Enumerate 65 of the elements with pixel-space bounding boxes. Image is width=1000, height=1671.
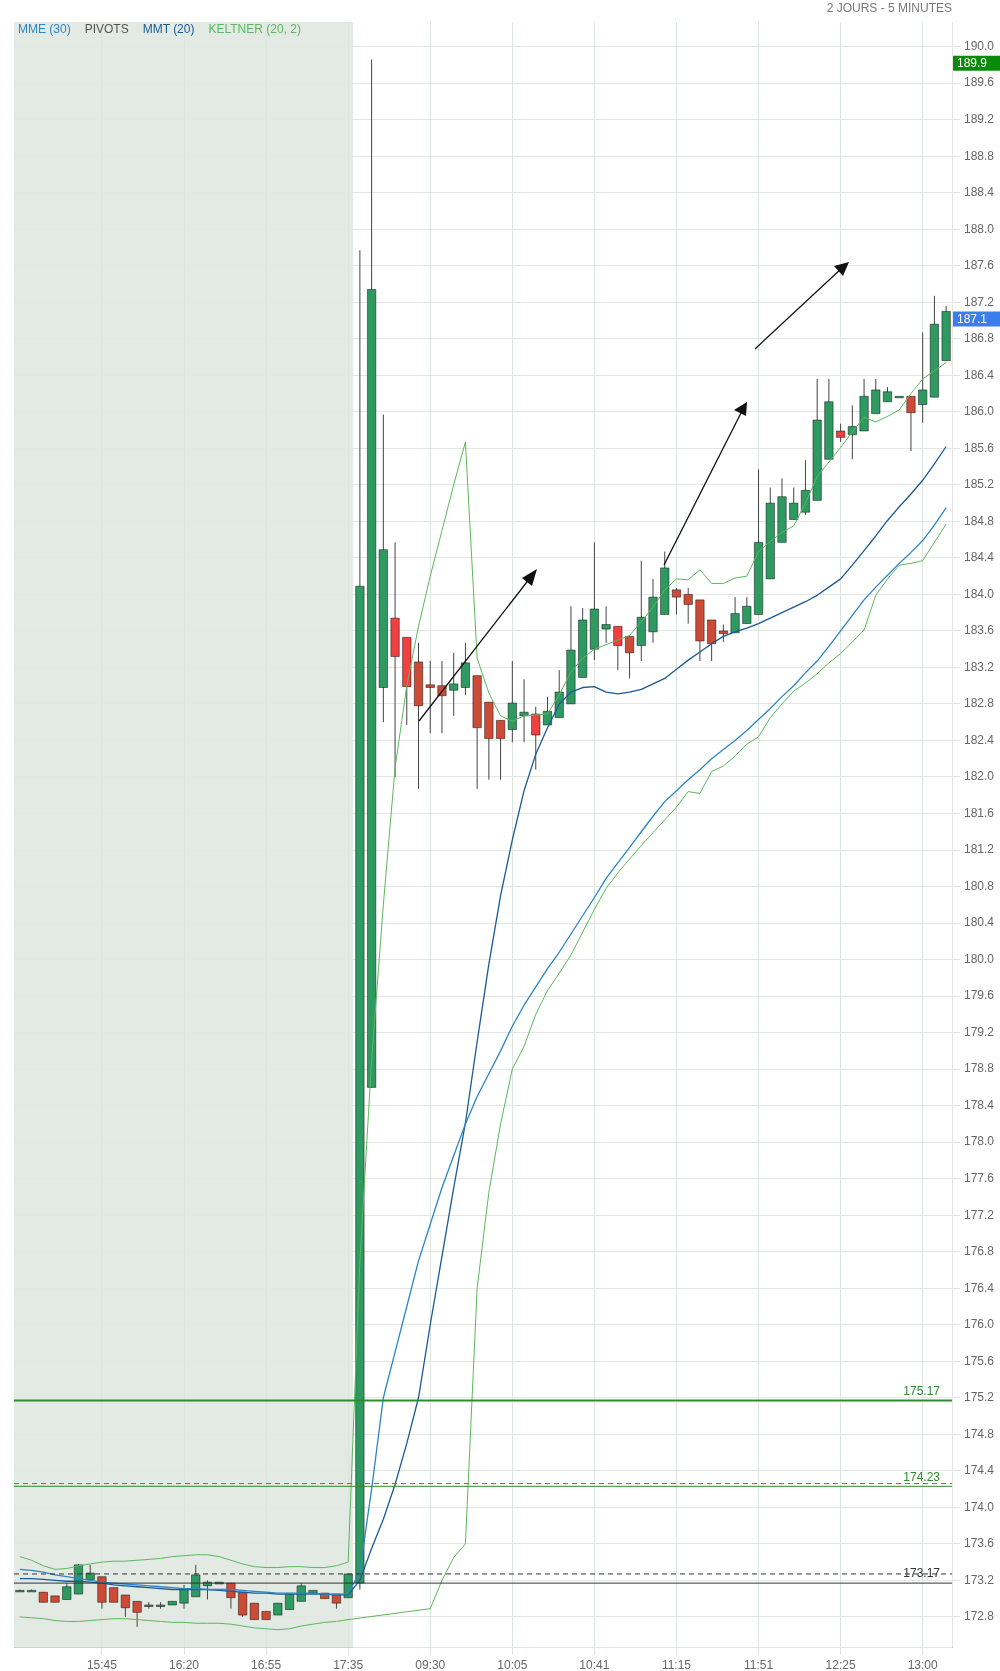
text: 187.1 xyxy=(957,311,988,326)
x-tick-label: 11:15 xyxy=(661,1657,692,1671)
y-tick-label: 180.8 xyxy=(964,878,995,893)
chart-subtitle: 2 JOURS - 5 MINUTES xyxy=(826,1,952,15)
y-tick-label: 177.6 xyxy=(964,1170,995,1185)
y-tick-label: 189.2 xyxy=(964,112,995,126)
y-tick-label: 174.4 xyxy=(964,1463,995,1478)
y-tick-label: 174.8 xyxy=(964,1426,995,1441)
ref-line-label: 173.17 xyxy=(903,1566,941,1581)
y-tick-label: 187.6 xyxy=(964,258,995,273)
ref-line-label: 175.17 xyxy=(903,1383,941,1398)
y-tick-label: 182.4 xyxy=(964,732,995,747)
y-tick-label: 186.8 xyxy=(964,331,995,346)
x-tick-label: 09:30 xyxy=(415,1657,446,1671)
y-tick-label: 190.0 xyxy=(964,38,995,53)
y-tick-label: 172.8 xyxy=(964,1609,995,1624)
y-tick-label: 173.2 xyxy=(964,1572,995,1587)
x-tick-label: 11:51 xyxy=(743,1657,774,1671)
y-tick-label: 181.6 xyxy=(964,805,995,820)
y-tick-label: 186.4 xyxy=(964,367,995,382)
y-tick-label: 181.2 xyxy=(964,842,995,857)
ref-line-label: 174.23 xyxy=(903,1469,941,1484)
y-tick-label: 177.2 xyxy=(964,1207,995,1222)
x-tick-label: 15:45 xyxy=(86,1657,118,1671)
y-tick-label: 178.4 xyxy=(964,1097,995,1112)
text: KELTNER (20, 2) xyxy=(208,22,301,36)
x-tick-label: 17:35 xyxy=(333,1657,364,1671)
y-tick-label: 189.6 xyxy=(964,75,995,90)
x-tick-label: 12:25 xyxy=(825,1657,856,1671)
y-tick-label: 175.2 xyxy=(964,1390,995,1405)
y-tick-label: 174.0 xyxy=(964,1499,995,1514)
y-tick-label: 184.4 xyxy=(964,550,995,565)
y-tick-label: 183.2 xyxy=(964,659,995,674)
text: MMT (20) xyxy=(142,22,195,36)
y-tick-label: 178.0 xyxy=(964,1134,995,1149)
annotation: PIVOTS xyxy=(84,22,129,36)
y-tick-label: 176.0 xyxy=(964,1317,995,1332)
y-tick-label: 184.8 xyxy=(964,513,995,528)
y-tick-label: 188.4 xyxy=(964,185,995,200)
x-tick-label: 16:55 xyxy=(251,1657,282,1671)
y-tick-label: 180.4 xyxy=(964,915,995,930)
y-tick-label: 175.6 xyxy=(964,1353,995,1368)
y-tick-label: 173.6 xyxy=(964,1536,995,1551)
text: MME (30) xyxy=(18,22,71,36)
y-tick-label: 187.2 xyxy=(964,294,995,309)
y-tick-label: 178.8 xyxy=(964,1061,995,1076)
y-tick-label: 183.6 xyxy=(964,623,995,638)
y-tick-label: 188.0 xyxy=(964,221,995,236)
y-tick-label: 186.0 xyxy=(964,404,995,419)
y-tick-label: 179.2 xyxy=(964,1024,995,1039)
x-tick-label: 10:41 xyxy=(579,1657,610,1671)
y-tick-label: 176.8 xyxy=(964,1244,995,1259)
y-tick-label: 182.0 xyxy=(964,769,995,784)
x-tick-label: 16:20 xyxy=(169,1657,200,1671)
y-tick-label: 176.4 xyxy=(964,1280,995,1295)
x-tick-label: 10:05 xyxy=(497,1657,528,1671)
x-tick-label: 13:00 xyxy=(907,1657,939,1671)
y-tick-label: 185.2 xyxy=(964,477,995,492)
y-tick-label: 188.8 xyxy=(964,148,995,163)
y-tick-label: 185.6 xyxy=(964,440,995,455)
y-tick-label: 184.0 xyxy=(964,586,995,601)
y-tick-label: 179.6 xyxy=(964,988,995,1003)
y-tick-label: 182.8 xyxy=(964,696,995,711)
y-tick-label: 180.0 xyxy=(964,951,995,966)
text: 189.9 xyxy=(957,56,988,71)
